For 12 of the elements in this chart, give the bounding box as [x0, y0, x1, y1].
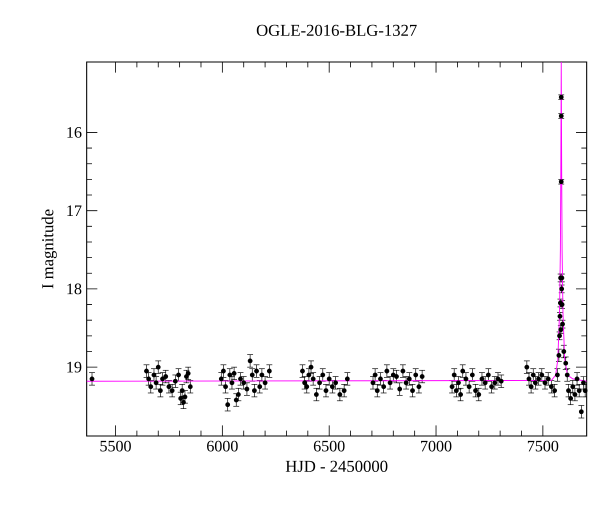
chart-title: OGLE-2016-BLG-1327 [256, 24, 417, 36]
x-axis-title: HJD - 2450000 [286, 460, 388, 472]
y-tick-label: 18 [67, 284, 82, 294]
x-tick-label: 6000 [207, 440, 238, 452]
x-tick-label: 7500 [528, 440, 558, 452]
y-axis-title: I magnitude [42, 210, 57, 288]
x-tick-label: 5500 [100, 440, 131, 452]
x-tick-label: 6500 [314, 440, 345, 452]
y-tick-label: 16 [67, 127, 82, 138]
y-tick-label: 17 [67, 205, 82, 216]
y-tick-label: 19 [67, 362, 82, 373]
x-tick-label: 7000 [421, 440, 452, 452]
